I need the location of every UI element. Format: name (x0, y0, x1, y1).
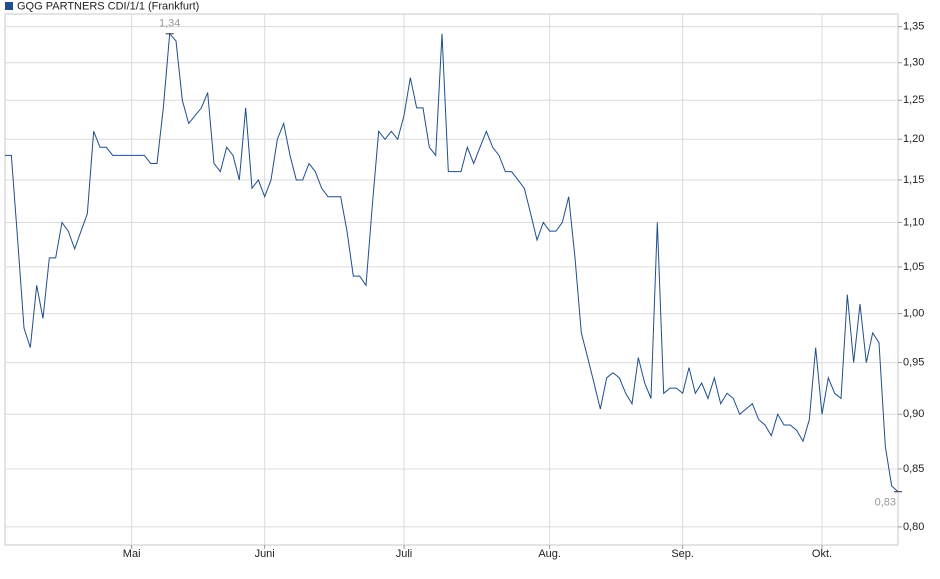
x-tick-label: Juni (255, 548, 275, 560)
legend-label: GQG PARTNERS CDI/1/1 (Frankfurt) (17, 0, 199, 12)
legend-swatch (5, 2, 13, 10)
y-tick-label: 1,25 (903, 94, 924, 106)
y-tick-label: 1,30 (903, 57, 924, 69)
y-tick-label: 1,00 (903, 307, 924, 319)
y-tick-label: 0,80 (903, 521, 924, 533)
y-tick-label: 1,15 (903, 174, 924, 186)
x-tick-label: Okt. (812, 548, 832, 560)
y-tick-label: 0,90 (903, 408, 924, 420)
y-tick-label: 1,10 (903, 216, 924, 228)
y-tick-label: 0,95 (903, 357, 924, 369)
x-tick-label: Aug. (538, 548, 561, 560)
y-tick-label: 1,35 (903, 21, 924, 33)
plot-frame (4, 13, 899, 546)
x-tick-label: Juli (396, 548, 413, 560)
y-tick-label: 0,85 (903, 463, 924, 475)
value-label: 0,83 (875, 497, 896, 509)
x-tick-label: Sep. (671, 548, 694, 560)
x-tick-label: Mai (123, 548, 141, 560)
price-line (5, 32, 899, 493)
value-label: 1,34 (159, 18, 180, 30)
y-tick-label: 1,20 (903, 133, 924, 145)
y-tick-label: 1,05 (903, 261, 924, 273)
